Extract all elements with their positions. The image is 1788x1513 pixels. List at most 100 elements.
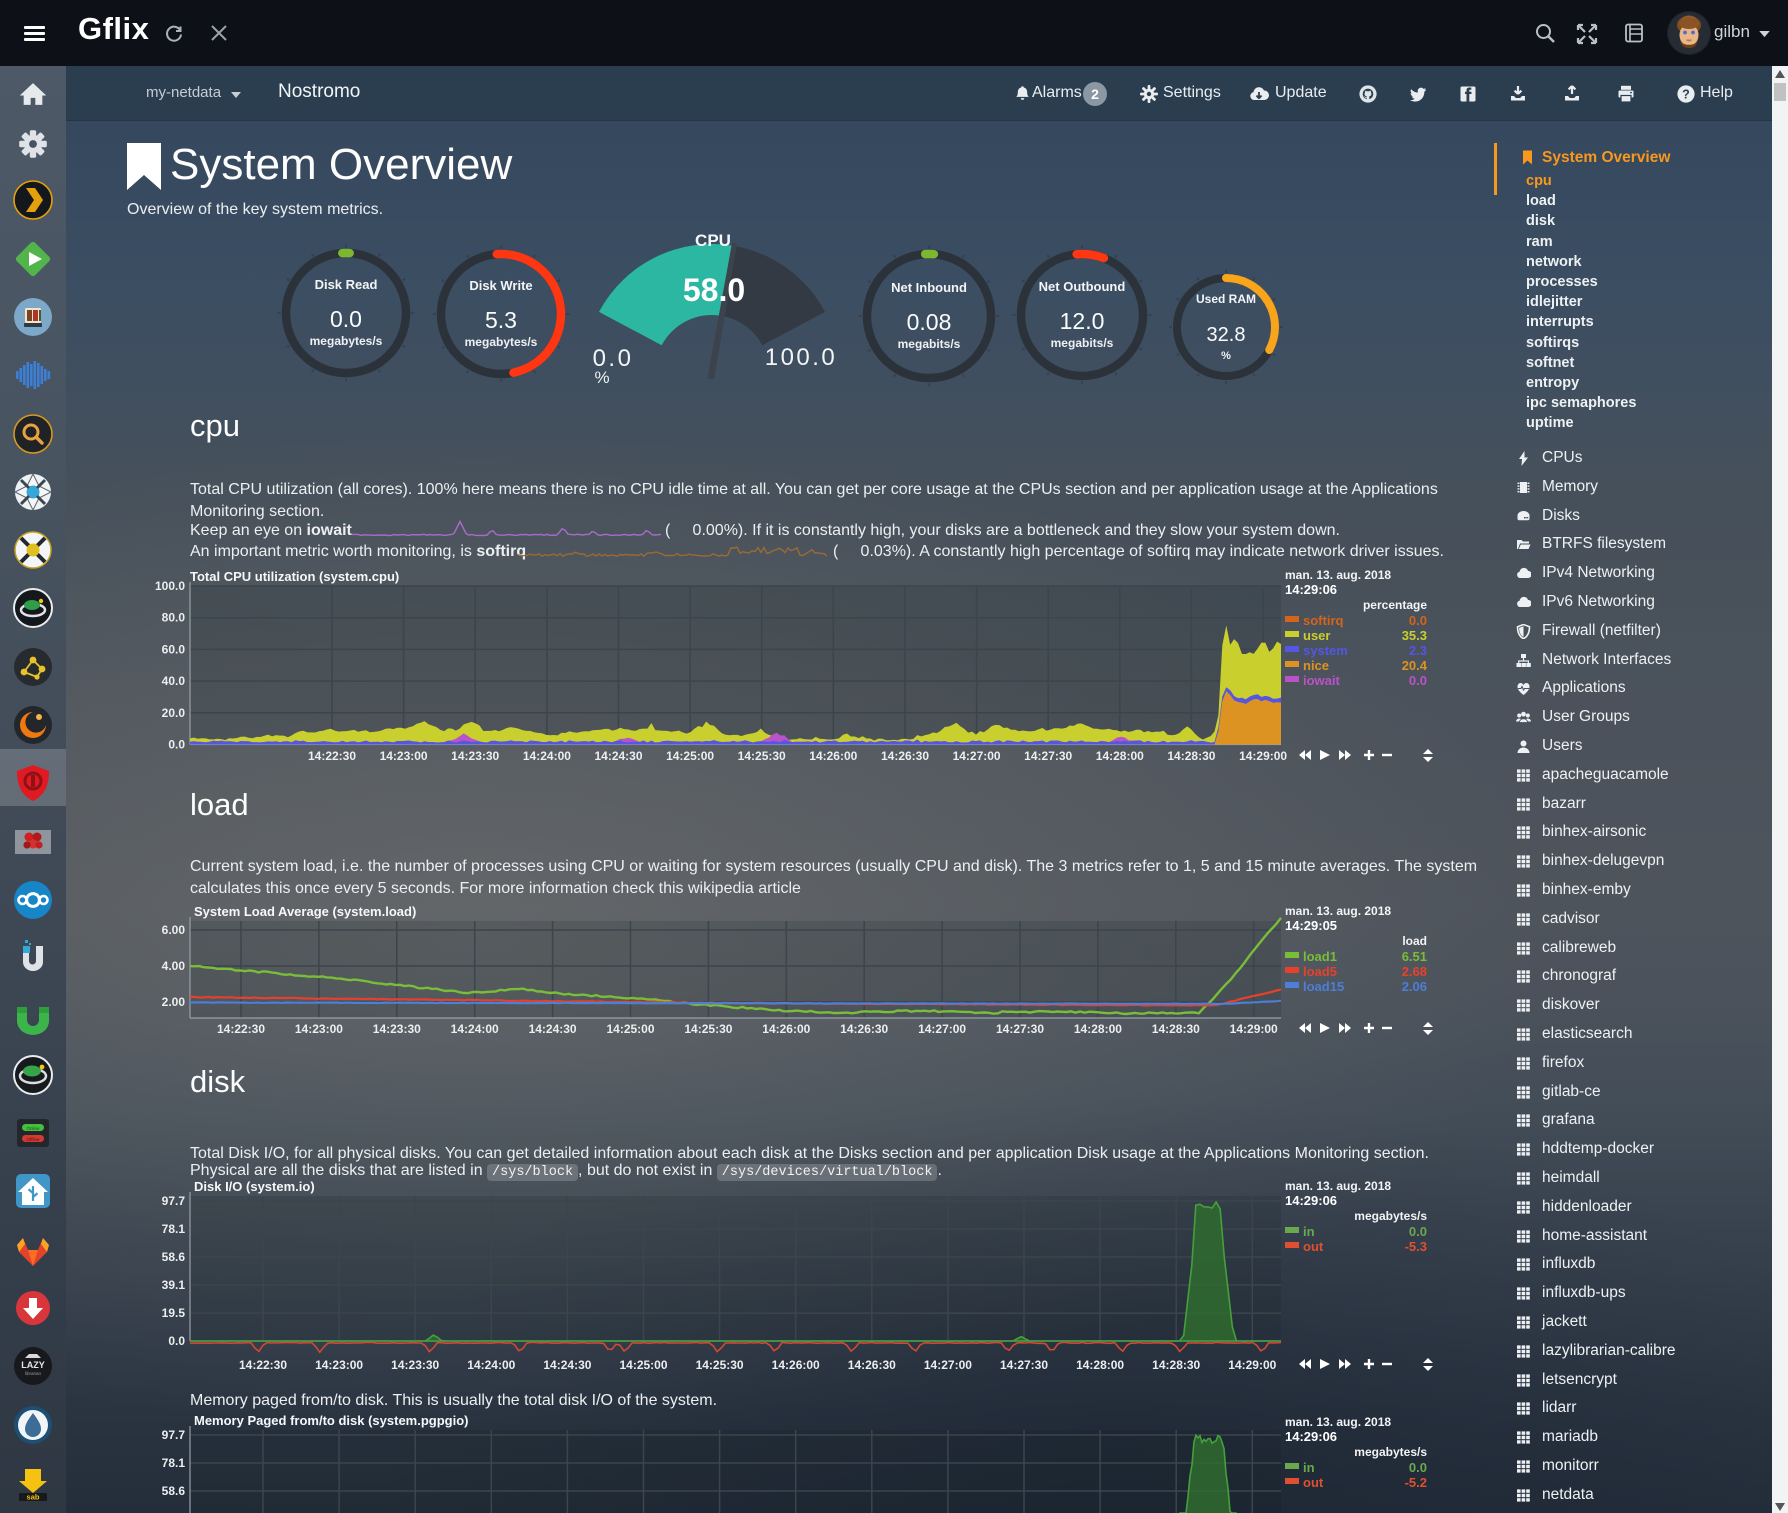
svg-text:97.7: 97.7	[162, 1428, 186, 1442]
svg-text:0.08: 0.08	[907, 309, 952, 335]
svg-text:librarian: librarian	[25, 1371, 42, 1376]
svg-text:megabytes/s: megabytes/s	[310, 334, 383, 348]
svg-text:14:27:00: 14:27:00	[924, 1358, 972, 1372]
svg-text:14:29:05: 14:29:05	[1285, 918, 1337, 933]
svg-text:14:24:00: 14:24:00	[451, 1022, 499, 1036]
svg-text:6.00: 6.00	[162, 923, 186, 937]
svg-text:14:29:00: 14:29:00	[1239, 749, 1287, 763]
svg-text:14:25:00: 14:25:00	[619, 1358, 667, 1372]
svg-text:14:24:30: 14:24:30	[594, 749, 642, 763]
svg-text:0.0: 0.0	[1409, 1460, 1427, 1475]
svg-text:19.5: 19.5	[162, 1306, 186, 1320]
svg-text:14:26:30: 14:26:30	[881, 749, 929, 763]
svg-text:5.3: 5.3	[485, 307, 517, 333]
svg-text:LAZY: LAZY	[21, 1360, 45, 1370]
svg-text:14:28:00: 14:28:00	[1076, 1358, 1124, 1372]
svg-text:megabytes/s: megabytes/s	[465, 335, 538, 349]
svg-text:14:27:30: 14:27:30	[996, 1022, 1044, 1036]
svg-text:megabytes/s: megabytes/s	[1354, 1445, 1427, 1459]
svg-text:Disk Write: Disk Write	[469, 278, 532, 293]
svg-text:14:23:00: 14:23:00	[315, 1358, 363, 1372]
svg-text:97.7: 97.7	[162, 1194, 186, 1208]
svg-text:14:22:30: 14:22:30	[308, 749, 356, 763]
svg-text:man. 13. aug. 2018: man. 13. aug. 2018	[1285, 1179, 1391, 1193]
svg-text:0.0: 0.0	[1409, 1224, 1427, 1239]
svg-text:14:25:30: 14:25:30	[684, 1022, 732, 1036]
svg-text:32.8: 32.8	[1207, 324, 1246, 346]
svg-text:megabytes/s: megabytes/s	[1354, 1209, 1427, 1223]
svg-text:20.4: 20.4	[1402, 658, 1428, 673]
svg-text:2.00: 2.00	[162, 995, 186, 1009]
svg-text:out: out	[1303, 1475, 1324, 1490]
svg-text:14:28:00: 14:28:00	[1096, 749, 1144, 763]
svg-text:man. 13. aug. 2018: man. 13. aug. 2018	[1285, 1415, 1391, 1429]
svg-text:14:28:00: 14:28:00	[1074, 1022, 1122, 1036]
svg-text:0.0: 0.0	[1409, 613, 1427, 628]
svg-text:%: %	[1221, 350, 1231, 362]
svg-text:Net Outbound: Net Outbound	[1039, 279, 1126, 294]
svg-text:14:25:00: 14:25:00	[606, 1022, 654, 1036]
svg-text:14:24:30: 14:24:30	[543, 1358, 591, 1372]
svg-text:14:24:30: 14:24:30	[529, 1022, 577, 1036]
svg-text:Net Inbound: Net Inbound	[891, 280, 967, 295]
svg-text:in: in	[1303, 1224, 1315, 1239]
svg-text:load: load	[1402, 934, 1427, 948]
svg-text:100.0: 100.0	[155, 579, 185, 593]
svg-text:load5: load5	[1303, 964, 1337, 979]
svg-text:20.0: 20.0	[162, 706, 186, 720]
svg-text:nice: nice	[1303, 658, 1329, 673]
svg-text:Used RAM: Used RAM	[1196, 292, 1256, 306]
svg-text:0.0: 0.0	[1409, 673, 1427, 688]
svg-text:14:27:30: 14:27:30	[1024, 749, 1072, 763]
svg-text:14:29:06: 14:29:06	[1285, 1429, 1337, 1444]
svg-text:Offline: Offline	[27, 1137, 40, 1142]
svg-text:CPU: CPU	[695, 231, 731, 250]
svg-text:14:23:30: 14:23:30	[451, 749, 499, 763]
svg-text:14:25:30: 14:25:30	[738, 749, 786, 763]
svg-text:-5.3: -5.3	[1405, 1239, 1427, 1254]
svg-text:system: system	[1303, 643, 1348, 658]
svg-text:System Load Average (system.lo: System Load Average (system.load)	[194, 904, 416, 919]
svg-text:14:29:00: 14:29:00	[1230, 1022, 1278, 1036]
svg-text:40.0: 40.0	[162, 674, 186, 688]
svg-text:14:23:30: 14:23:30	[373, 1022, 421, 1036]
svg-text:user: user	[1303, 628, 1330, 643]
svg-text:14:24:00: 14:24:00	[523, 749, 571, 763]
svg-text:58.0: 58.0	[683, 272, 745, 308]
svg-text:58.6: 58.6	[162, 1484, 186, 1498]
svg-text:load1: load1	[1303, 949, 1337, 964]
svg-text:80.0: 80.0	[162, 611, 186, 625]
svg-text:100.0: 100.0	[765, 344, 838, 371]
svg-text:14:28:30: 14:28:30	[1152, 1358, 1200, 1372]
svg-text:6.51: 6.51	[1402, 949, 1427, 964]
svg-text:14:29:06: 14:29:06	[1285, 582, 1337, 597]
svg-text:?: ?	[1682, 87, 1690, 101]
svg-text:2.68: 2.68	[1402, 964, 1427, 979]
svg-text:Memory Paged from/to disk (sys: Memory Paged from/to disk (system.pgpgio…	[194, 1413, 469, 1428]
svg-text:14:26:00: 14:26:00	[762, 1022, 810, 1036]
svg-text:0.0: 0.0	[593, 345, 634, 372]
svg-text:14:23:00: 14:23:00	[295, 1022, 343, 1036]
svg-text:14:28:30: 14:28:30	[1152, 1022, 1200, 1036]
svg-text:sab: sab	[27, 1492, 40, 1501]
svg-text:60.0: 60.0	[162, 642, 186, 656]
svg-text:man. 13. aug. 2018: man. 13. aug. 2018	[1285, 904, 1391, 918]
svg-text:%: %	[594, 368, 609, 387]
svg-text:14:22:30: 14:22:30	[217, 1022, 265, 1036]
svg-text:14:27:00: 14:27:00	[918, 1022, 966, 1036]
svg-text:load15: load15	[1303, 979, 1344, 994]
svg-text:2.3: 2.3	[1409, 643, 1427, 658]
svg-text:softirq: softirq	[1303, 613, 1344, 628]
svg-text:in: in	[1303, 1460, 1315, 1475]
svg-text:14:28:30: 14:28:30	[1167, 749, 1215, 763]
svg-text:35.3: 35.3	[1402, 628, 1427, 643]
svg-text:out: out	[1303, 1239, 1324, 1254]
svg-text:percentage: percentage	[1363, 598, 1427, 612]
svg-text:Disk Read: Disk Read	[315, 277, 378, 292]
svg-text:man. 13. aug. 2018: man. 13. aug. 2018	[1285, 568, 1391, 582]
svg-text:14:27:30: 14:27:30	[1000, 1358, 1048, 1372]
svg-text:Online: Online	[26, 1126, 40, 1131]
svg-text:14:25:30: 14:25:30	[696, 1358, 744, 1372]
svg-text:14:23:00: 14:23:00	[380, 749, 428, 763]
svg-text:14:29:06: 14:29:06	[1285, 1193, 1337, 1208]
